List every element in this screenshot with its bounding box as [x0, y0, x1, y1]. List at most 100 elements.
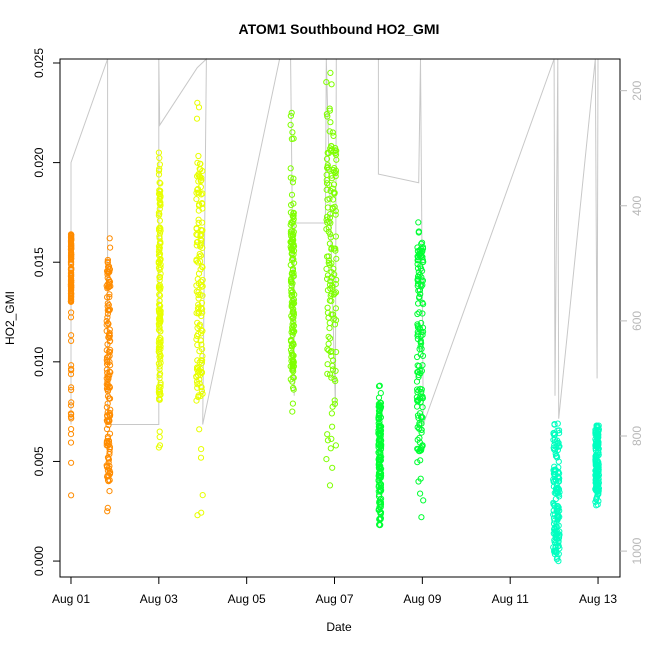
data-point — [420, 497, 427, 504]
data-point — [375, 506, 382, 513]
data-point — [332, 147, 339, 154]
data-point — [418, 514, 425, 521]
data-point — [332, 442, 339, 449]
data-point — [415, 478, 422, 485]
data-point — [328, 246, 335, 253]
data-point — [415, 273, 422, 280]
data-point — [420, 258, 427, 265]
data-point — [67, 439, 75, 446]
data-point — [375, 423, 382, 430]
data-point — [554, 530, 561, 537]
data-point — [288, 342, 295, 350]
data-point — [155, 326, 163, 333]
data-point — [551, 547, 558, 554]
data-point — [106, 488, 113, 495]
data-point — [156, 161, 163, 168]
data-point — [332, 305, 339, 312]
data-point — [419, 404, 426, 411]
data-point — [326, 240, 333, 247]
data-point — [67, 290, 75, 298]
data-point — [323, 456, 330, 463]
series-3 — [375, 219, 427, 529]
data-point — [593, 495, 600, 502]
data-point — [197, 330, 205, 337]
data-point — [104, 382, 112, 389]
data-point — [68, 492, 75, 499]
data-point — [414, 332, 421, 339]
data-point — [330, 196, 337, 203]
y-axis-label: HO2_GMI — [3, 291, 17, 345]
data-point — [290, 384, 297, 392]
data-point — [67, 273, 75, 280]
data-point — [195, 219, 202, 226]
y-tick-label: 0.000 — [32, 546, 46, 576]
data-point — [196, 380, 203, 387]
scatter-points-layer — [67, 69, 603, 565]
data-point — [327, 445, 334, 452]
data-point — [327, 119, 334, 126]
data-point — [332, 149, 339, 157]
data-point — [290, 273, 297, 280]
data-point — [324, 164, 331, 171]
data-point — [592, 486, 599, 494]
data-point — [419, 352, 427, 359]
data-point — [290, 200, 297, 207]
data-point — [291, 291, 298, 298]
data-point — [290, 368, 297, 375]
data-point — [416, 420, 423, 427]
data-point — [156, 273, 163, 280]
data-point — [289, 400, 296, 407]
series-4 — [550, 420, 603, 565]
data-point — [418, 420, 425, 427]
data-point — [415, 397, 422, 404]
data-point — [330, 291, 337, 298]
data-point — [414, 321, 421, 328]
data-point — [68, 459, 75, 466]
data-point — [198, 387, 205, 394]
data-point — [289, 228, 296, 235]
x-tick-label: Aug 07 — [315, 592, 353, 606]
data-point — [104, 359, 111, 366]
chart-title: ATOM1 Southbound HO2_GMI — [239, 21, 440, 37]
y-tick-label: 0.005 — [32, 446, 46, 476]
data-point — [555, 439, 562, 446]
data-point — [554, 420, 561, 427]
data-point — [328, 175, 336, 182]
data-point — [376, 491, 383, 498]
data-point — [106, 326, 113, 333]
data-point — [199, 353, 206, 360]
data-point — [156, 191, 163, 198]
data-point — [157, 270, 164, 277]
data-point — [106, 293, 113, 301]
x-tick-label: Aug 09 — [403, 592, 441, 606]
data-point — [198, 368, 205, 376]
data-point — [288, 286, 295, 294]
data-point — [156, 285, 163, 292]
data-point — [376, 499, 383, 506]
data-point — [326, 105, 333, 112]
x-tick-label: Aug 01 — [52, 592, 90, 606]
data-point — [414, 445, 421, 452]
data-point — [68, 236, 75, 244]
data-point — [157, 194, 164, 201]
data-point — [105, 455, 112, 462]
data-point — [196, 359, 203, 366]
data-point — [326, 128, 333, 135]
data-point — [416, 309, 423, 316]
data-point — [329, 366, 337, 373]
data-point — [68, 296, 75, 303]
data-point — [419, 267, 426, 274]
data-point — [103, 354, 111, 361]
data-point — [193, 373, 200, 380]
data-point — [415, 229, 422, 236]
data-point — [157, 356, 164, 363]
data-point — [68, 386, 75, 394]
data-point — [287, 238, 295, 245]
data-point — [288, 354, 295, 361]
right-tick-label: 400 — [630, 195, 644, 215]
data-point — [324, 304, 331, 311]
data-point — [414, 403, 421, 410]
data-point — [67, 266, 75, 273]
data-point — [106, 417, 113, 424]
data-point — [104, 388, 112, 395]
